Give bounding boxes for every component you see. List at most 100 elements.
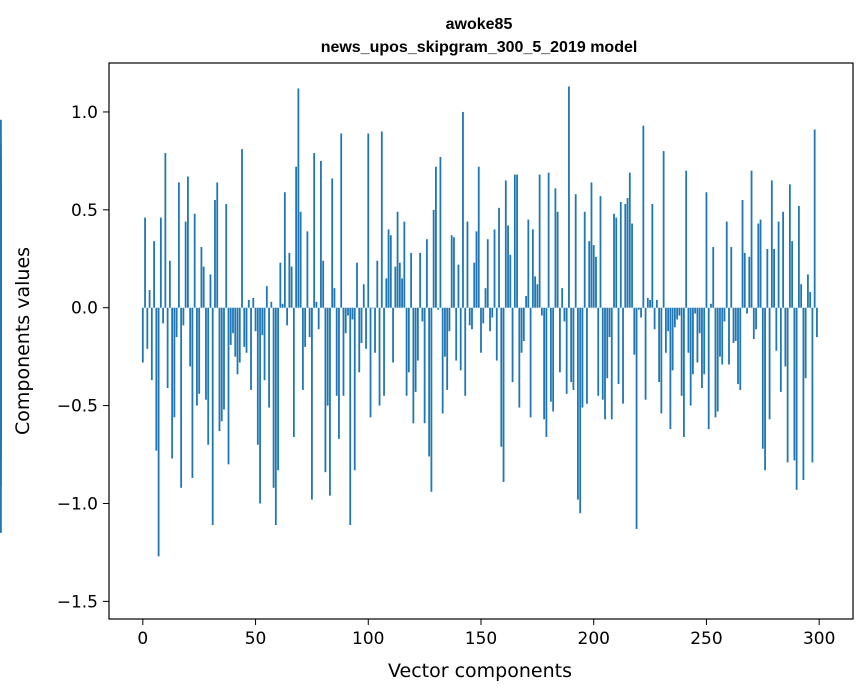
bar-113 [396,211,399,308]
bar-100 [367,133,370,308]
bar-21 [189,307,192,367]
bar-8 [159,217,162,308]
bar-254 [714,307,717,418]
bar-140 [457,264,460,308]
bar-193 [577,307,579,500]
bar-226 [651,203,654,308]
bar-218 [633,307,636,355]
bar-22 [191,307,194,479]
bar-180 [547,172,550,308]
bar-277 [766,248,769,308]
bar-235 [671,307,674,371]
bar-282 [777,221,780,308]
bar-16 [177,182,180,308]
bar-245 [694,307,697,314]
bar-230 [660,307,663,414]
bar-56 [268,307,270,408]
bar-57 [270,301,273,308]
x-tick-label: 300 [803,629,835,649]
bar-81 [324,307,327,473]
bar-99 [365,307,367,349]
bar-250 [705,192,708,308]
bar-67 [292,307,295,437]
bar-105 [378,307,381,406]
bar-263 [734,307,737,341]
bar-31 [211,307,214,526]
y-tick-label: −1.0 [57,494,98,514]
bar-142 [462,111,464,308]
bar-106 [380,131,383,308]
bar-156 [493,229,496,308]
bar-108 [385,278,388,308]
x-tick-label: 0 [137,629,148,649]
bar-70 [299,211,302,308]
bar-40 [232,307,234,334]
bar-20 [187,176,189,308]
bar-34 [218,307,221,432]
bar-147 [473,262,476,308]
bar-2 [146,307,149,349]
bar-248 [701,307,703,388]
bar-197 [586,307,588,404]
bar-123 [419,252,422,308]
bar-117 [405,307,408,396]
bar-288 [791,241,794,308]
bar-69 [297,88,300,308]
bar-78 [317,307,320,330]
bar-145 [468,307,471,326]
bar-227 [653,307,656,330]
x-tick-label: 100 [352,629,384,649]
bar-68 [295,166,298,308]
bar-167 [518,307,521,408]
bar-159 [500,307,503,447]
bar-0 [141,307,144,363]
bar-195 [581,307,584,408]
bar-86 [335,307,338,396]
bar-89 [342,307,345,396]
bar-28 [205,307,207,400]
bar-120 [412,307,415,424]
bar-207 [608,307,611,338]
bar-172 [529,307,532,418]
bar-153 [486,239,489,308]
bar-160 [502,307,505,482]
bar-79 [320,160,322,308]
y-tick-label: 1.0 [71,103,98,123]
bar-72 [304,307,307,347]
chart-title: awoke85 [446,16,513,33]
bar-132 [439,156,442,308]
bar-151 [482,307,485,324]
bar-74 [308,307,311,338]
bar-126 [425,239,428,308]
bar-192 [574,194,577,308]
bar-136 [448,307,451,332]
bar-29 [207,307,210,445]
bar-164 [511,307,514,383]
bar-270 [750,170,753,308]
bar-216 [628,172,631,308]
bar-201 [595,256,597,308]
bar-242 [687,307,690,353]
bar-119 [410,252,413,308]
bar-178 [543,307,546,420]
y-tick-label: −0.5 [57,397,98,417]
bar-115 [401,278,403,308]
bar-85 [333,288,336,308]
bar-189 [568,86,570,308]
bar-238 [678,307,681,316]
bar-53 [261,307,264,336]
bar-152 [484,288,487,308]
bar-220 [637,307,640,310]
bar-194 [579,307,582,514]
bar-148 [475,231,478,308]
bar-27 [202,266,205,308]
bar-204 [601,307,604,400]
bar-170 [525,295,527,308]
bar-177 [540,307,543,316]
bar-286 [786,307,789,463]
bar-135 [446,307,449,390]
bar-75 [311,307,313,500]
bar-38 [227,307,230,465]
bar-121 [414,307,417,392]
